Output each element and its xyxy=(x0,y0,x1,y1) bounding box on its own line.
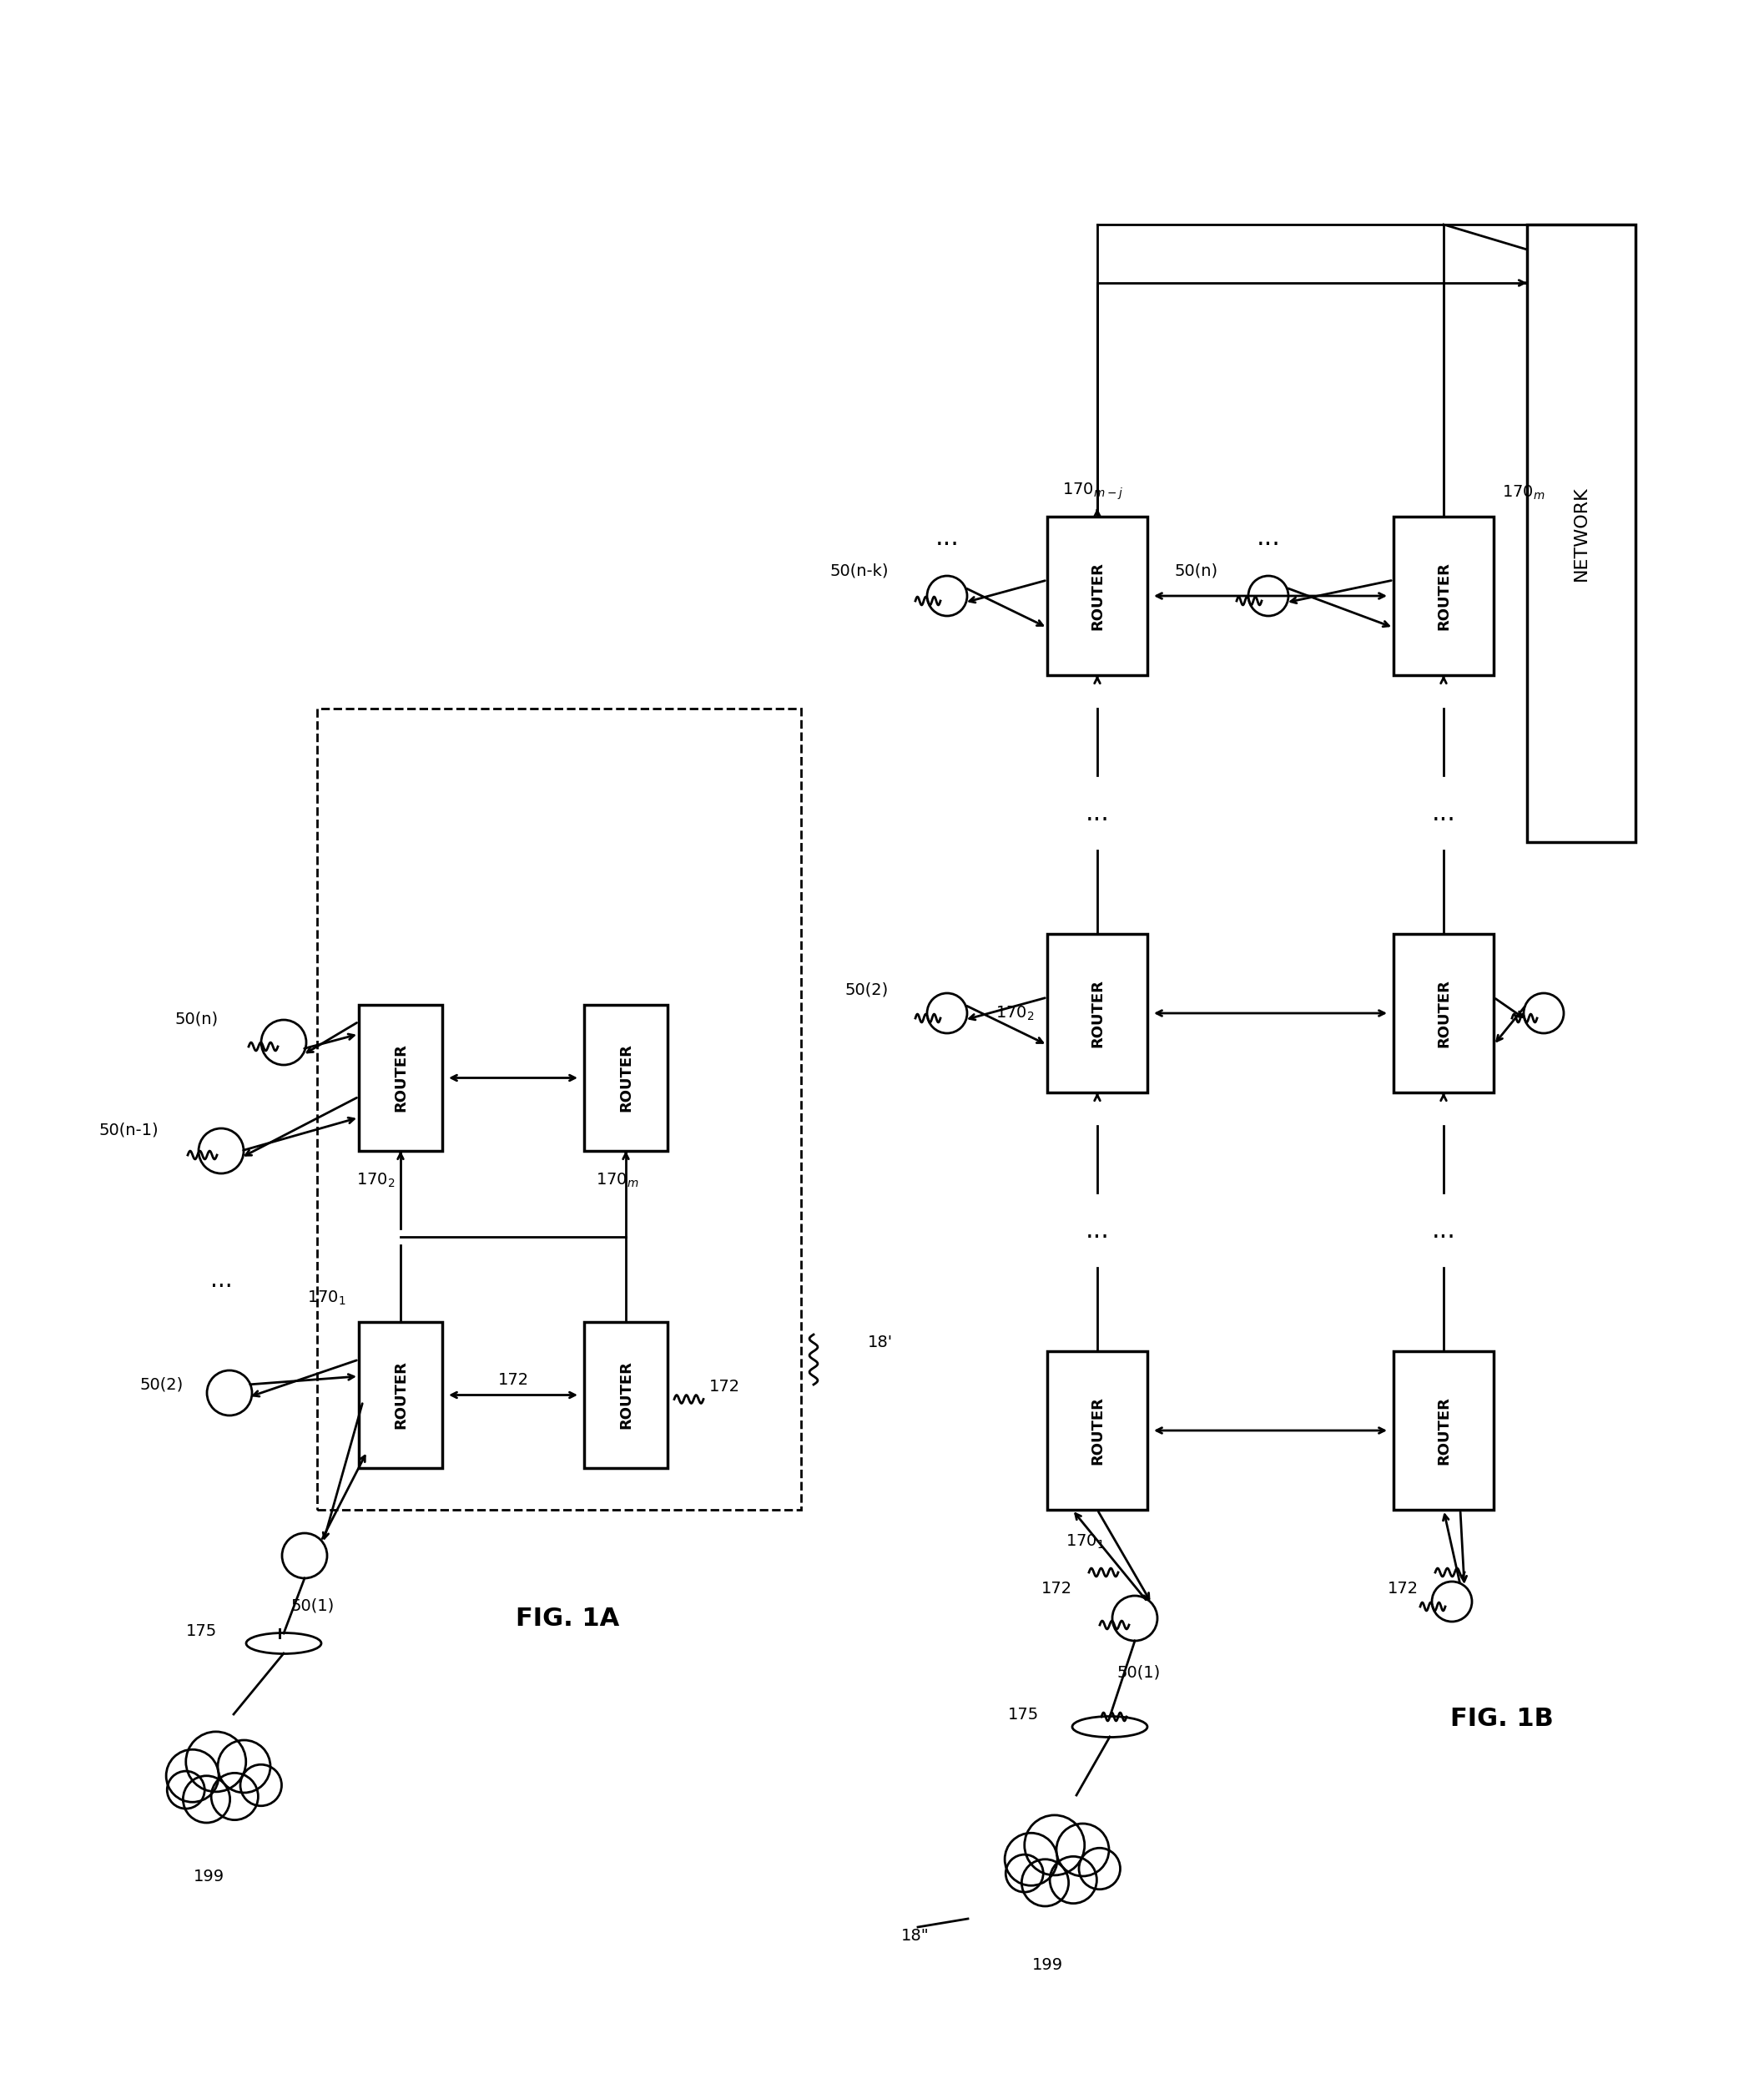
Text: 18': 18' xyxy=(868,1336,893,1351)
Text: ...: ... xyxy=(1085,800,1110,825)
Circle shape xyxy=(217,1740,270,1792)
Text: ROUTER: ROUTER xyxy=(1090,980,1104,1047)
Text: ROUTER: ROUTER xyxy=(1090,561,1104,630)
Text: 50(n): 50(n) xyxy=(175,1011,219,1026)
Text: 50(2): 50(2) xyxy=(139,1376,183,1393)
Text: $170_{m}$: $170_{m}$ xyxy=(596,1173,639,1189)
Text: ...: ... xyxy=(1085,1219,1110,1242)
Text: ...: ... xyxy=(935,526,960,549)
Text: 50(1): 50(1) xyxy=(1117,1665,1161,1679)
Circle shape xyxy=(1050,1857,1097,1903)
Circle shape xyxy=(1057,1824,1110,1876)
Text: $170_{2}$: $170_{2}$ xyxy=(356,1173,395,1189)
Text: ...: ... xyxy=(1432,800,1455,825)
Text: ROUTER: ROUTER xyxy=(1436,1397,1452,1464)
Text: NETWORK: NETWORK xyxy=(1573,486,1589,580)
Bar xyxy=(1048,934,1147,1093)
Bar xyxy=(1048,517,1147,674)
Bar xyxy=(584,1005,667,1152)
Text: 175: 175 xyxy=(185,1623,217,1640)
Text: ROUTER: ROUTER xyxy=(1090,1397,1104,1464)
Text: 50(n-k): 50(n-k) xyxy=(829,563,889,578)
Text: 172: 172 xyxy=(497,1372,529,1388)
Bar xyxy=(1048,1351,1147,1510)
Bar xyxy=(1528,224,1635,842)
Circle shape xyxy=(168,1772,205,1809)
Text: FIG. 1B: FIG. 1B xyxy=(1450,1707,1554,1730)
Text: $170_{m-j}$: $170_{m-j}$ xyxy=(1062,482,1124,503)
Circle shape xyxy=(212,1774,258,1820)
Circle shape xyxy=(185,1732,245,1792)
Text: 199: 199 xyxy=(192,1870,224,1885)
Text: ROUTER: ROUTER xyxy=(393,1043,407,1112)
Text: $170_{1}$: $170_{1}$ xyxy=(307,1290,346,1307)
Text: ROUTER: ROUTER xyxy=(393,1361,407,1430)
Bar xyxy=(584,1321,667,1468)
Text: $170_{2}$: $170_{2}$ xyxy=(995,1005,1035,1022)
Circle shape xyxy=(240,1765,282,1805)
Text: 199: 199 xyxy=(1032,1956,1062,1973)
Text: ...: ... xyxy=(1432,1219,1455,1242)
Bar xyxy=(1394,1351,1494,1510)
Text: 50(1): 50(1) xyxy=(291,1598,335,1612)
Text: $170_{1}$: $170_{1}$ xyxy=(1065,1533,1104,1552)
Bar xyxy=(358,1321,443,1468)
Circle shape xyxy=(1005,1855,1043,1893)
Text: ROUTER: ROUTER xyxy=(1436,980,1452,1047)
Circle shape xyxy=(1025,1815,1085,1876)
Text: ROUTER: ROUTER xyxy=(619,1043,633,1112)
Text: 50(n-1): 50(n-1) xyxy=(99,1122,159,1137)
Circle shape xyxy=(166,1748,219,1803)
Bar xyxy=(1394,934,1494,1093)
Text: ROUTER: ROUTER xyxy=(1436,561,1452,630)
Bar xyxy=(1394,517,1494,674)
Text: 50(n): 50(n) xyxy=(1175,563,1219,578)
Text: 172: 172 xyxy=(709,1378,741,1395)
Text: ...: ... xyxy=(210,1269,233,1292)
Text: 172: 172 xyxy=(1041,1581,1073,1596)
Circle shape xyxy=(1021,1859,1069,1906)
Text: 175: 175 xyxy=(1007,1707,1039,1721)
Circle shape xyxy=(1005,1832,1057,1885)
Text: 18": 18" xyxy=(901,1929,930,1943)
Text: ...: ... xyxy=(1256,526,1281,549)
Circle shape xyxy=(183,1776,229,1822)
Text: ROUTER: ROUTER xyxy=(619,1361,633,1430)
Bar xyxy=(318,708,801,1510)
Text: 50(2): 50(2) xyxy=(845,982,889,997)
Circle shape xyxy=(1080,1849,1120,1889)
Bar xyxy=(358,1005,443,1152)
Text: $170_{m}$: $170_{m}$ xyxy=(1501,484,1545,503)
Text: FIG. 1A: FIG. 1A xyxy=(515,1606,619,1631)
Text: 172: 172 xyxy=(1388,1581,1418,1596)
